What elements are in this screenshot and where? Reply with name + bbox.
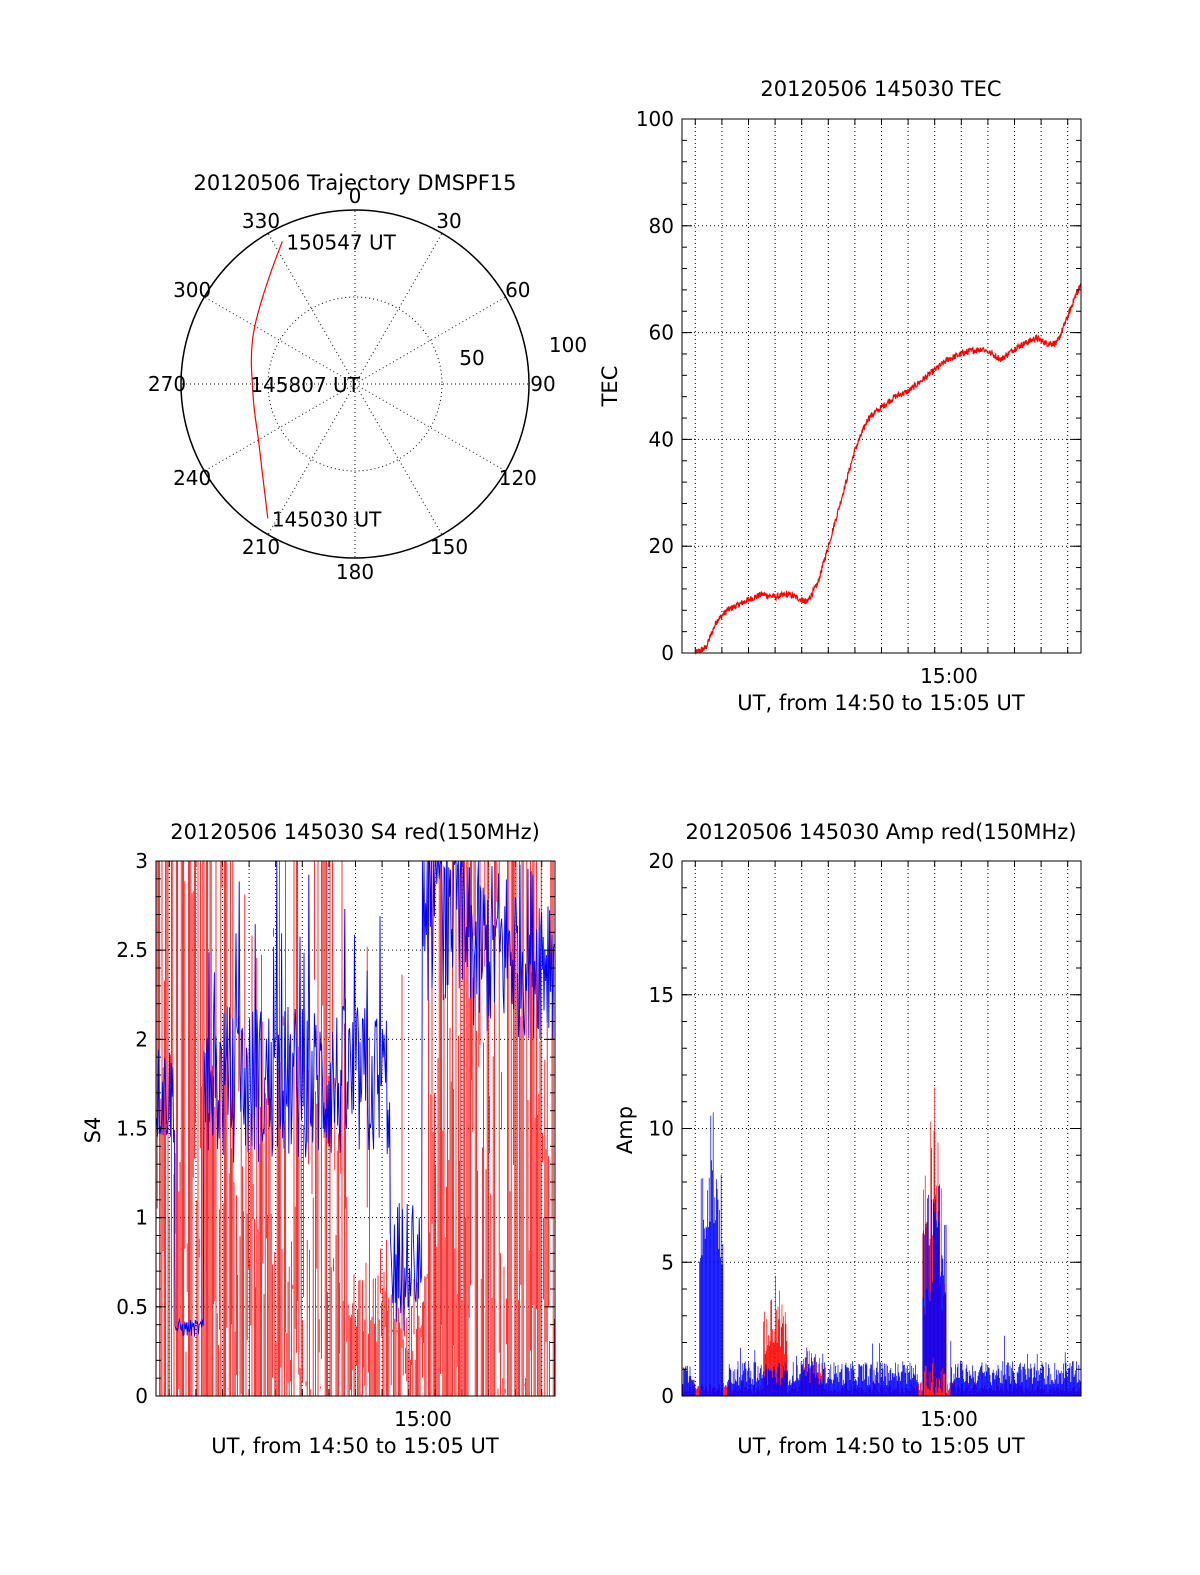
- polar-angle-label: 300: [173, 278, 211, 302]
- tec-x-label: UT, from 14:50 to 15:05 UT: [737, 691, 1025, 715]
- polar-angle-label: 120: [499, 466, 537, 490]
- s4-title: 20120506 145030 S4 red(150MHz): [170, 820, 540, 844]
- s4-y-ticks: 0 0.5 1 1.5 2 2.5 3: [116, 849, 555, 1408]
- y-tick-label: 1: [135, 1206, 148, 1230]
- y-tick-label: 20: [649, 534, 674, 558]
- y-tick-label: 80: [649, 214, 674, 238]
- polar-angle-label: 90: [530, 372, 555, 396]
- polar-title: 20120506 Trajectory DMSPF15: [193, 171, 516, 195]
- y-tick-label: 3: [135, 849, 148, 873]
- amp-series: [681, 1087, 1081, 1396]
- y-tick-label: 2: [135, 1027, 148, 1051]
- s4-blue-series: [155, 860, 555, 1337]
- y-tick-label: 20: [649, 849, 674, 873]
- amp-y-label: Amp: [613, 1106, 637, 1154]
- s4-series: [155, 860, 555, 1396]
- polar-time-annotation: 145030 UT: [272, 507, 382, 531]
- polar-trajectory: 150547 UT 145807 UT 145030 UT: [250, 230, 396, 531]
- y-tick-label: 0: [661, 641, 674, 665]
- polar-angle-label: 180: [336, 560, 374, 584]
- y-tick-label: 60: [649, 321, 674, 345]
- y-tick-label: 1.5: [116, 1117, 148, 1141]
- polar-angle-label: 330: [242, 209, 280, 233]
- amp-plot: 20120506 145030 Amp red(150MHz) 0 5 10 15 20…: [613, 820, 1082, 1458]
- tec-frame: [681, 118, 1082, 654]
- amp-x-label: UT, from 14:50 to 15:05 UT: [737, 1434, 1025, 1458]
- polar-grid: [180, 209, 530, 559]
- y-tick-label: 10: [649, 1117, 674, 1141]
- amp-y-ticks: 0 5 10 15 20: [649, 849, 1081, 1408]
- polar-trajectory-line: [250, 241, 283, 519]
- polar-spoke: [354, 383, 443, 535]
- y-tick-label: 15: [649, 983, 674, 1007]
- polar-angle-label: 270: [148, 372, 186, 396]
- polar-radius-label-50: 50: [459, 346, 484, 370]
- polar-angle-label: 60: [505, 278, 530, 302]
- polar-inner-circle: [267, 296, 443, 472]
- polar-spoke: [204, 383, 356, 472]
- amp-grid: [682, 860, 1081, 1397]
- polar-spoke: [267, 383, 356, 535]
- tec-series-line: [694, 283, 1082, 655]
- y-tick-label: 2.5: [116, 938, 148, 962]
- polar-spoke: [354, 383, 506, 472]
- tec-plot: 20120506 145030 TEC 0 20 40 60 80 100 15:00 U…: [598, 77, 1082, 715]
- s4-plot: 20120506 145030 S4 red(150MHz) 0 0.5 1 1.5 2…: [81, 820, 556, 1458]
- amp-x-tick-label: 15:00: [920, 1407, 978, 1431]
- y-tick-label: 0.5: [116, 1295, 148, 1319]
- y-tick-label: 0: [661, 1384, 674, 1408]
- polar-plot: 20120506 Trajectory DMSPF15 0 30 60 90 120 15…: [148, 171, 587, 584]
- polar-angle-label: 240: [173, 466, 211, 490]
- polar-radius-label-100: 100: [549, 333, 587, 357]
- tec-y-ticks: 0 20 40 60 80 100: [636, 107, 1081, 665]
- polar-angle-label: 30: [436, 209, 461, 233]
- polar-angle-label: 210: [242, 535, 280, 559]
- polar-spoke: [354, 296, 506, 385]
- polar-time-annotation: 150547 UT: [286, 230, 396, 254]
- polar-angle-labels: 0 30 60 90 120 150 180 210 240 270 300 330: [148, 184, 556, 584]
- polar-spoke: [204, 296, 356, 385]
- s4-y-label: S4: [81, 1117, 105, 1144]
- y-tick-label: 100: [636, 107, 674, 131]
- tec-grid: [682, 118, 1081, 654]
- polar-spoke: [267, 233, 356, 385]
- s4-x-tick-label: 15:00: [394, 1407, 452, 1431]
- polar-outer-circle: [180, 209, 530, 559]
- y-tick-label: 5: [661, 1250, 674, 1274]
- s4-x-label: UT, from 14:50 to 15:05 UT: [211, 1434, 499, 1458]
- amp-title: 20120506 145030 Amp red(150MHz): [685, 820, 1076, 844]
- polar-spoke: [354, 233, 443, 385]
- polar-time-annotation: 145807 UT: [250, 373, 360, 397]
- y-tick-label: 0: [135, 1384, 148, 1408]
- y-tick-label: 40: [649, 427, 674, 451]
- polar-angle-label: 150: [430, 535, 468, 559]
- tec-x-tick-label: 15:00: [920, 664, 978, 688]
- tec-title: 20120506 145030 TEC: [760, 77, 1001, 101]
- tec-y-label: TEC: [598, 366, 622, 408]
- polar-angle-label: 0: [349, 184, 362, 208]
